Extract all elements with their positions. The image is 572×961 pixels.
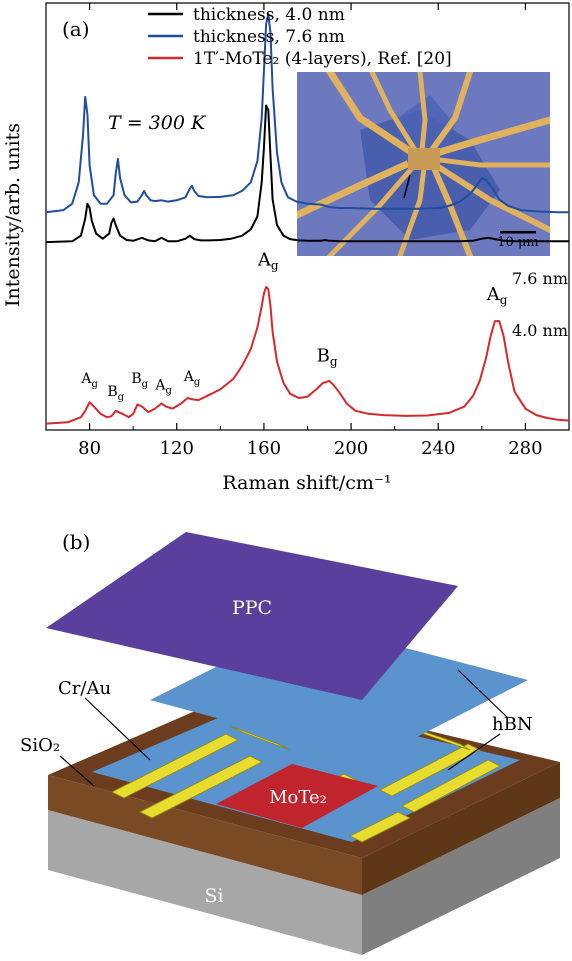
electrode-3 — [229, 725, 291, 751]
electrode-2 — [111, 733, 239, 799]
panel-b-device-schematic: (b) MoTe₂ PPC — [20, 530, 560, 955]
electrode-1-dup — [139, 755, 263, 819]
series-line-0 — [45, 104, 569, 244]
sio2-side-face — [362, 762, 560, 895]
chart-series — [45, 12, 570, 425]
si-front-face — [48, 810, 362, 955]
electrode-6 — [401, 759, 501, 813]
x-tick-label-1: 120 — [160, 438, 194, 459]
inset-electrodes — [297, 72, 550, 256]
peak-label-6: Bg — [317, 346, 338, 369]
panel-a-raman-chart: 10 μm Ag Bg Bg Ag Ag Ag Bg Ag 80 120 160 200 240 280… — [2, 2, 570, 494]
hbn-label: hBN — [492, 714, 533, 735]
series-end-label-7-6nm: 7.6 nm — [512, 269, 568, 288]
peak-label-3: Ag — [154, 377, 172, 396]
cr-au-electrodes — [111, 709, 501, 843]
sio2-front-face — [48, 775, 362, 895]
x-tick-label-5: 280 — [508, 438, 542, 459]
x-tick-label-2: 160 — [247, 438, 281, 459]
sio2-callout-line — [59, 755, 95, 787]
inset-pointer — [403, 174, 411, 199]
peak-label-4: Ag — [183, 369, 201, 388]
crau-label: Cr/Au — [58, 678, 111, 699]
si-label: Si — [204, 885, 223, 907]
sio2-label: SiO₂ — [20, 735, 60, 756]
peak-label-2: Bg — [131, 371, 148, 390]
legend-label-1: thickness, 7.6 nm — [193, 27, 345, 47]
peak-label-1: Bg — [107, 384, 124, 403]
peak-annotations: Ag Bg Bg Ag Ag Ag Bg Ag — [80, 250, 507, 403]
x-tick-label-3: 200 — [334, 438, 368, 459]
temperature-label: T = 300 K — [108, 112, 207, 134]
electrode-7 — [349, 811, 411, 843]
hbn-callout-line-bottom — [447, 733, 501, 771]
inset-optical-image: 10 μm — [297, 72, 550, 256]
mote2-flake — [216, 764, 378, 828]
peak-label-5: Ag — [257, 250, 279, 273]
crau-callout-line — [84, 697, 151, 761]
y-axis-label: Intensity/arb. units — [2, 123, 24, 307]
peak-label-0: Ag — [80, 371, 98, 390]
panel-a-label: (a) — [62, 17, 90, 41]
peak-label-7: Ag — [486, 284, 508, 307]
panel-b-label: (b) — [62, 530, 90, 554]
series-line-1 — [45, 12, 569, 214]
legend-label-2: 1T′-MoTe₂ (4-layers), Ref. [20] — [193, 49, 452, 69]
ppc-label: PPC — [232, 597, 272, 619]
si-side-face — [362, 798, 560, 955]
scale-bar-label: 10 μm — [497, 235, 538, 250]
x-axis-label: Raman shift/cm⁻¹ — [222, 472, 391, 494]
scale-bar — [500, 231, 536, 234]
series-end-label-4-0nm: 4.0 nm — [512, 321, 568, 340]
mote2-label: MoTe₂ — [269, 787, 327, 808]
electrode-5 — [379, 743, 481, 797]
x-axis-ticks: 80 120 160 200 240 280 — [45, 3, 570, 459]
x-tick-label-4: 240 — [421, 438, 455, 459]
hbn-callout-line-top — [457, 669, 509, 719]
series-line-2 — [45, 286, 570, 425]
x-tick-label-0: 80 — [78, 438, 101, 459]
ppc-layer — [46, 532, 458, 700]
inset-device-center — [408, 148, 440, 170]
legend-label-0: thickness, 4.0 nm — [193, 5, 345, 25]
